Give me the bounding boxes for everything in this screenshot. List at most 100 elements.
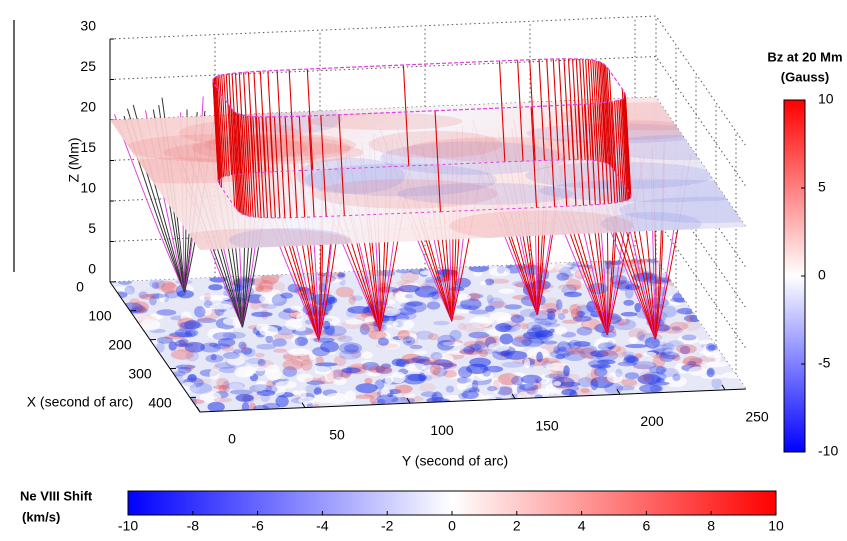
field-line: [298, 116, 306, 218]
texture-blob: [156, 341, 165, 353]
texture-blob: [345, 319, 363, 325]
texture-blob: [158, 292, 166, 303]
texture-blob: [595, 350, 619, 362]
texture-blob: [468, 263, 490, 273]
texture-blob: [555, 353, 565, 360]
texture-blob: [669, 321, 689, 331]
colorbar-tick-label: -8: [187, 518, 200, 534]
texture-blob: [189, 382, 213, 394]
field-line: [546, 59, 553, 161]
texture-blob: [207, 328, 230, 340]
texture-blob: [492, 335, 500, 347]
texture-blob: [537, 320, 552, 329]
texture-blob: [245, 278, 267, 286]
texture-blob: [354, 394, 374, 399]
field-line: [252, 116, 259, 218]
texture-blob: [273, 333, 295, 340]
field-line: [616, 100, 623, 202]
field-line: [563, 58, 570, 160]
texture-blob: [534, 394, 543, 400]
texture-blob: [185, 330, 192, 335]
texture-blob: [403, 300, 427, 313]
texture-blob: [177, 317, 196, 330]
texture-blob: [652, 355, 666, 368]
texture-blob: [183, 365, 194, 372]
z-axis-label: Z (Mm): [66, 137, 82, 182]
texture-blob: [576, 310, 585, 317]
texture-blob: [333, 376, 347, 386]
texture-blob: [461, 390, 479, 400]
texture-blob: [271, 294, 287, 306]
texture-blob: [634, 353, 643, 359]
texture-blob: [526, 321, 538, 331]
field-line: [498, 60, 506, 162]
y-tick: [511, 393, 516, 399]
texture-blob: [506, 262, 514, 269]
texture-blob: [209, 303, 233, 310]
texture-blob: [393, 311, 417, 321]
texture-blob: [480, 281, 487, 286]
texture-blob: [489, 278, 510, 284]
texture-blob: [547, 310, 556, 321]
texture-blob: [581, 318, 601, 331]
texture-blob: [555, 299, 563, 311]
texture-blob: [216, 377, 230, 388]
y-tick-label: 150: [535, 417, 559, 433]
texture-blob: [299, 332, 317, 339]
texture-blob: [291, 335, 302, 345]
field-line: [590, 59, 597, 161]
field-line: [241, 114, 248, 216]
texture-blob: [222, 351, 240, 360]
x-axis-label: X (second of arc): [27, 394, 134, 410]
texture-blob: [359, 323, 370, 335]
texture-blob: [686, 315, 693, 323]
texture-blob: [400, 281, 413, 293]
texture-blob: [432, 367, 448, 377]
texture-blob: [664, 348, 678, 355]
colorbar-tick-label: -2: [381, 518, 394, 534]
texture-blob: [511, 375, 524, 386]
texture-blob: [169, 332, 193, 338]
colorbars: -10 -5 0 5 10 Bz at 20 Mm (Gauss) -10 -8 -6 -4 -2 0 2…: [20, 49, 843, 533]
texture-blob: [672, 354, 681, 361]
texture-blob: [574, 344, 598, 354]
texture-blob: [368, 330, 387, 340]
texture-blob: [398, 284, 421, 293]
texture-blob: [529, 310, 553, 321]
y-tick: [301, 402, 306, 408]
field-line: [529, 59, 536, 161]
texture-blob: [561, 319, 579, 324]
colorbar-tick-label: 10: [818, 91, 834, 107]
texture-blob: [600, 350, 617, 357]
texture-blob: [496, 265, 505, 274]
texture-blob: [194, 306, 206, 318]
texture-blob: [226, 355, 246, 366]
field-line: [606, 67, 613, 169]
texture-blob: [655, 366, 666, 376]
texture-blob: [505, 341, 526, 351]
texture-blob: [578, 377, 594, 388]
texture-blob: [280, 292, 294, 299]
texture-blob: [497, 373, 519, 386]
field-line: [402, 64, 410, 166]
texture-blob: [308, 112, 463, 130]
texture-blob: [585, 372, 601, 385]
field-line: [604, 65, 612, 167]
texture-blob: [590, 350, 609, 358]
x-tick-label: 0: [76, 279, 84, 295]
texture-blob: [222, 317, 243, 326]
field-line: [597, 61, 605, 163]
field-line: [621, 99, 628, 201]
texture-blob: [275, 380, 297, 389]
texture-blob: [405, 137, 611, 163]
texture-blob: [561, 308, 569, 314]
texture-blob: [257, 358, 266, 366]
field-line: [284, 116, 292, 218]
texture-blob: [175, 364, 196, 370]
texture-blob: [380, 307, 401, 317]
field-line: [258, 116, 265, 218]
texture-blob: [660, 367, 679, 378]
texture-blob: [273, 348, 288, 353]
texture-blob: [212, 332, 237, 341]
